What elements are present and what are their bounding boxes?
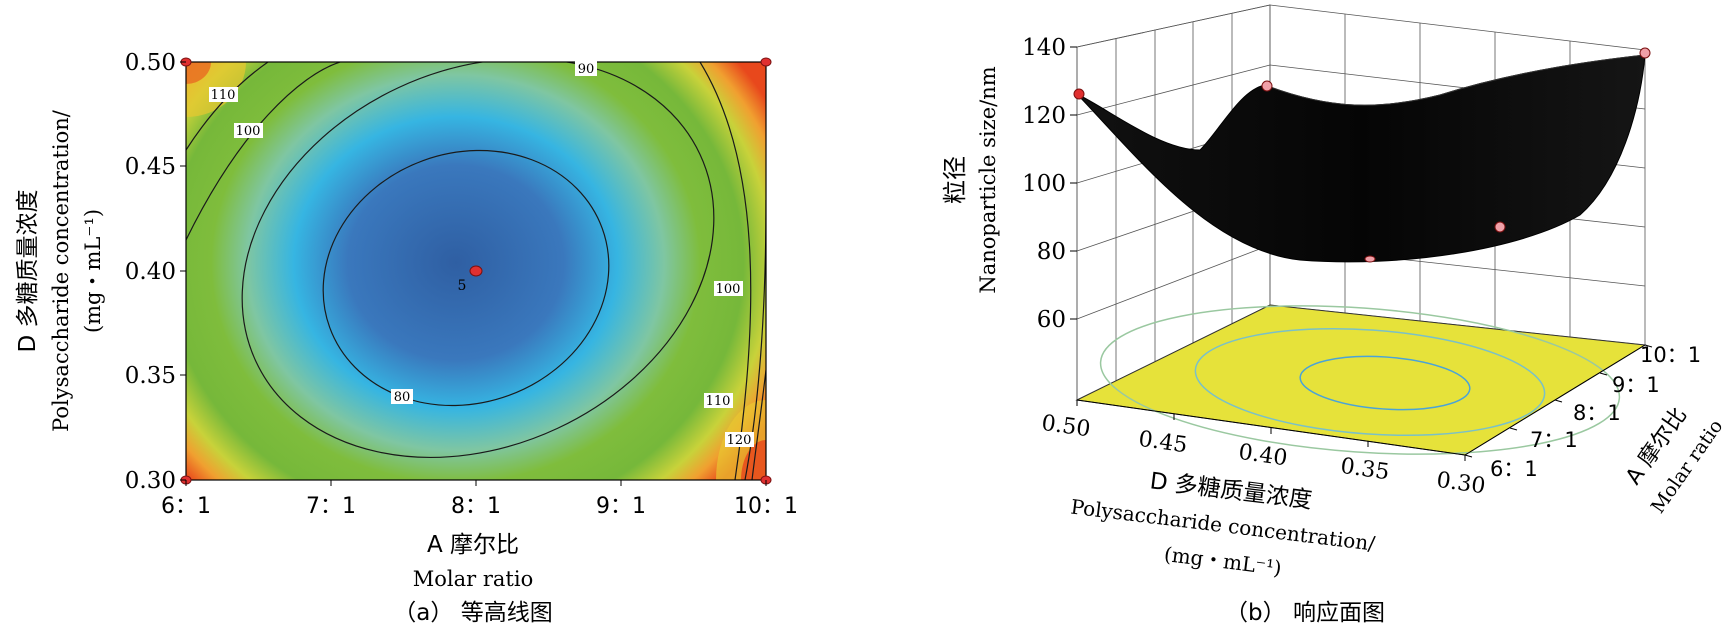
x-axis-unit: (mg・mL⁻¹) <box>1163 542 1283 580</box>
contour-panel: 80 90 100 100 110 110 120 5 <box>15 50 798 626</box>
contour-label-bg-80 <box>391 389 413 404</box>
y-axis-title-en: Polysaccharide concentration/ <box>49 109 73 432</box>
contour-label-120: 120 <box>727 433 752 448</box>
contour-label-90: 90 <box>578 62 595 77</box>
y-tick-label: 8：1 <box>1573 401 1621 425</box>
x-tick-label: 9：1 <box>596 494 646 519</box>
surface-point <box>1364 255 1376 263</box>
contour-label-bg-110-left <box>209 87 238 102</box>
x-tick-label: 6：1 <box>161 494 211 519</box>
y-tick-label: 0.45 <box>125 154 176 180</box>
z-axis-title-en: Nanoparticle size/nm <box>976 66 1000 293</box>
contour-line-80 <box>322 149 610 407</box>
x-tick-label: 0.45 <box>1137 427 1189 459</box>
y-tick-label: 0.50 <box>125 50 176 76</box>
x-tick-label: 0.40 <box>1237 440 1289 472</box>
surface-ridge <box>1264 54 1646 106</box>
floor-contours <box>1099 305 1621 455</box>
contour-y-axis: 0.50 0.45 0.40 0.35 0.30 <box>125 50 186 494</box>
y-axis-unit: (mg・mL⁻¹) <box>81 209 105 333</box>
y-tick-label: 0.35 <box>125 363 176 389</box>
contour-plot-area <box>186 62 766 480</box>
y-tick <box>1464 454 1473 458</box>
z-tick-label: 80 <box>1037 239 1066 265</box>
x-tick-label: 0.50 <box>1040 411 1092 443</box>
z-tick-label: 100 <box>1022 171 1066 197</box>
surface-point <box>1073 88 1085 100</box>
grid-line <box>1076 244 1271 320</box>
y-tick-label: 0.40 <box>125 259 176 285</box>
grid-line <box>1076 4 1271 48</box>
x-tick-label: 0.30 <box>1435 468 1487 500</box>
contour-label-100-right: 100 <box>716 282 741 297</box>
contour-label-bg-100-left <box>234 123 263 138</box>
surface-z-axis: 140 120 100 80 60 <box>1022 35 1077 333</box>
caption-b: （b） 响应面图 <box>1225 600 1385 626</box>
y-tick-label: 0.30 <box>125 468 176 494</box>
contour-label-110-right: 110 <box>706 394 731 409</box>
z-axis-title-cn: 粒径 <box>941 156 969 204</box>
contour-labels: 80 90 100 100 110 110 120 5 <box>209 61 754 448</box>
y-tick <box>1644 344 1653 348</box>
z-tick-label: 120 <box>1022 103 1066 129</box>
contour-line-100-left <box>186 62 341 241</box>
x-tick-label: 0.35 <box>1339 454 1391 486</box>
surface-point <box>1494 221 1506 233</box>
x-axis-title-en: Molar ratio <box>413 567 533 591</box>
surface-point <box>1261 80 1273 92</box>
caption-a: （a） 等高线图 <box>393 600 552 626</box>
y-axis-title-cn: D 多糖质量浓度 <box>15 189 41 352</box>
x-tick-label: 7：1 <box>306 494 356 519</box>
contour-label-bg-90 <box>575 61 597 76</box>
contour-label-bg-120 <box>725 432 754 447</box>
hotspot-top-left-core <box>186 62 211 84</box>
x-axis-title-en: Polysaccharide concentration/ <box>1069 494 1376 555</box>
contour-label-bg-100-right <box>714 281 743 296</box>
contour-label-bg-110-right <box>704 393 733 408</box>
surface-panel: 140 120 100 80 60 粒径 Nanoparticle size/n… <box>941 4 1723 626</box>
design-point-center <box>469 265 483 277</box>
contour-line-100-right <box>699 62 752 480</box>
y-tick-label: 10：1 <box>1640 343 1701 367</box>
surface-y-axis: 6：1 7：1 8：1 9：1 10：1 <box>1464 343 1701 481</box>
contour-line-90 <box>241 62 715 458</box>
floor-contour <box>1099 305 1621 455</box>
x-axis-title-cn: A 摩尔比 <box>427 532 519 558</box>
z-tick-label: 140 <box>1022 35 1066 61</box>
contour-label-110-left: 110 <box>211 88 236 103</box>
x-axis-line <box>1076 399 1466 456</box>
surface-point <box>1639 47 1651 59</box>
y-tick-label: 9：1 <box>1612 373 1660 397</box>
y-tick <box>1599 372 1608 376</box>
contour-x-axis: 6：1 7：1 8：1 9：1 10：1 <box>161 480 798 519</box>
y-tick <box>1554 399 1563 403</box>
z-tick-label: 60 <box>1037 307 1066 333</box>
contour-label-80: 80 <box>394 390 411 405</box>
floor-contour <box>1299 355 1471 411</box>
grid-line <box>1076 64 1271 116</box>
x-tick-label: 8：1 <box>451 494 501 519</box>
y-tick <box>1509 427 1518 431</box>
y-tick-label: 6：1 <box>1490 457 1538 481</box>
floor-contour <box>1194 327 1546 437</box>
contour-line-120 <box>751 369 766 480</box>
contour-label-100-left: 100 <box>236 124 261 139</box>
x-tick-label: 10：1 <box>734 494 798 519</box>
center-point-label: 5 <box>458 278 467 294</box>
design-point <box>760 57 772 67</box>
y-tick-label: 7：1 <box>1530 428 1578 452</box>
response-surface <box>1076 54 1646 263</box>
